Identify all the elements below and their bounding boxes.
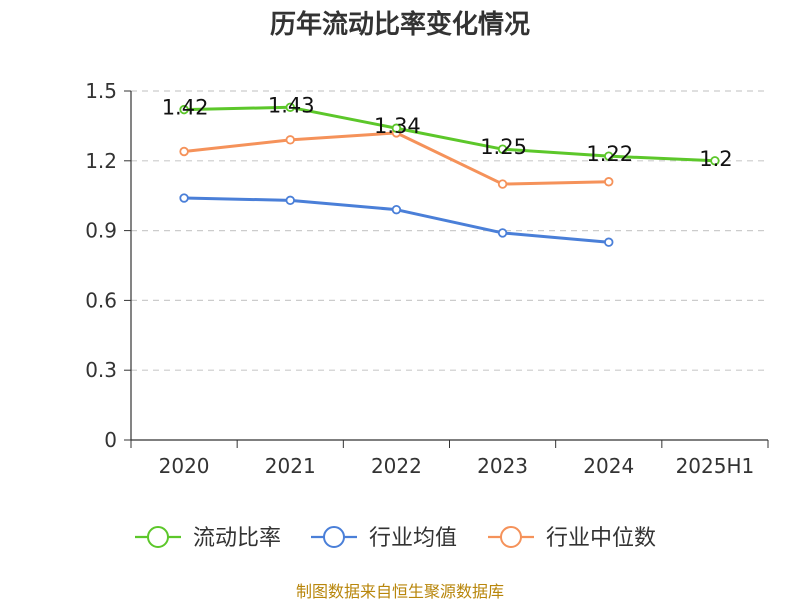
series-line-0 — [184, 105, 715, 163]
data-point[interactable] — [391, 204, 402, 215]
x-tick-label: 2022 — [371, 454, 422, 478]
data-point[interactable] — [285, 195, 295, 206]
data-label: 1.2 — [699, 147, 732, 171]
legend-item-2[interactable]: 行业中位数 — [488, 526, 656, 551]
series-line-1 — [184, 196, 609, 244]
series-lines — [179, 102, 720, 247]
series-line-2 — [183, 131, 609, 186]
y-tick-label: 0.3 — [85, 358, 117, 382]
data-point[interactable] — [497, 228, 508, 238]
y-tick-label: 0.9 — [85, 219, 117, 243]
data-point[interactable] — [391, 123, 402, 133]
source-note: 制图数据来自恒生聚源数据库 — [295, 582, 504, 601]
data-label: 1.25 — [480, 135, 527, 159]
data-point[interactable] — [497, 144, 508, 154]
x-tick-label: 2020 — [159, 454, 210, 478]
legend-label: 行业中位数 — [546, 526, 656, 551]
x-tick-label: 2025H1 — [676, 454, 755, 478]
axes: 0 0.3 0.6 0.9 1.2 1.5 2020 2021 2022 2023 2024 2025… — [85, 79, 769, 478]
data-point[interactable] — [497, 179, 508, 189]
legend[interactable]: 流动比率 行业均值 行业中位数 — [135, 526, 656, 551]
legend-item-1[interactable]: 行业均值 — [311, 526, 457, 551]
y-tick-label: 0 — [104, 428, 117, 452]
y-tick-label: 1.5 — [85, 79, 117, 103]
legend-marker — [147, 526, 169, 548]
grid-lines — [131, 90, 768, 371]
data-labels: 1.42 1.43 1.34 1.25 1.22 1.2 — [162, 93, 733, 171]
data-label: 1.34 — [374, 114, 421, 138]
data-point[interactable] — [604, 177, 614, 187]
legend-marker — [500, 526, 522, 548]
legend-item-0[interactable]: 流动比率 — [135, 526, 281, 551]
data-point[interactable] — [179, 104, 189, 115]
data-point[interactable] — [285, 135, 295, 145]
y-tick-label: 0.6 — [85, 288, 117, 312]
data-point[interactable] — [710, 156, 720, 166]
data-point[interactable] — [179, 146, 189, 157]
legend-marker — [323, 526, 345, 548]
data-point[interactable] — [604, 151, 614, 161]
x-tick-label: 2024 — [583, 454, 634, 478]
chart-title: 历年流动比率变化情况 — [269, 10, 530, 40]
data-label: 1.22 — [586, 142, 633, 166]
data-label: 1.42 — [162, 96, 209, 120]
data-point[interactable] — [604, 237, 614, 247]
y-tick-label: 1.2 — [85, 149, 117, 173]
x-tick-label: 2021 — [265, 454, 316, 478]
legend-label: 行业均值 — [369, 526, 457, 551]
x-tick-label: 2023 — [477, 454, 528, 478]
data-label: 1.43 — [268, 93, 315, 117]
data-point[interactable] — [179, 193, 189, 203]
legend-label: 流动比率 — [193, 526, 281, 551]
data-point[interactable] — [285, 102, 295, 112]
